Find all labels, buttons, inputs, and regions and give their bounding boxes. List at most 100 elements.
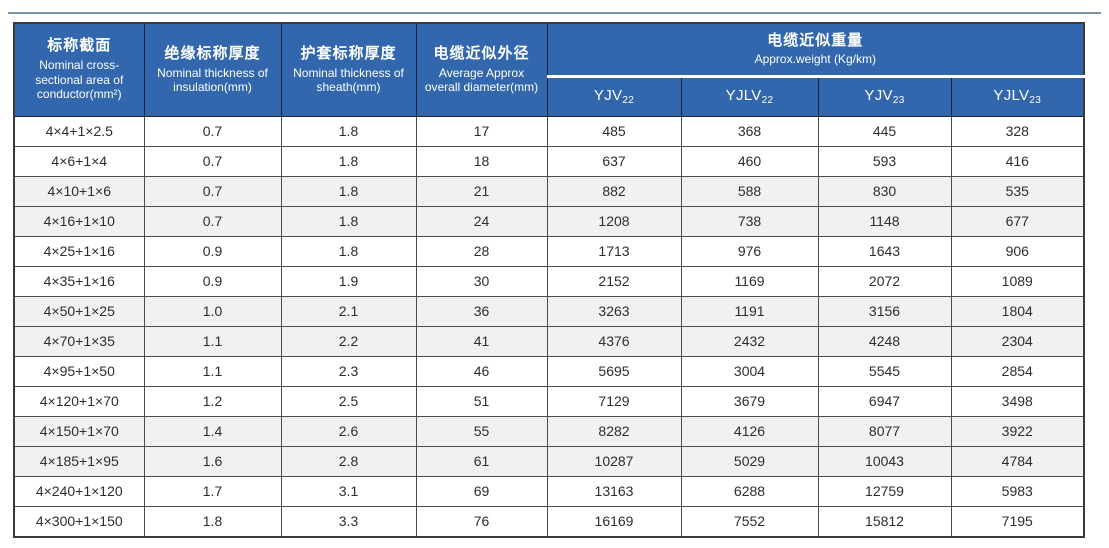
yjlv23-label: YJLV [993, 87, 1030, 104]
col-header-yjlv22: YJLV22 [680, 75, 819, 117]
spec-cell: 4×4+1×2.5 [13, 115, 145, 147]
table-row: 4×6+1×4 0.7 1.8 18 637 460 593 416 [13, 145, 1085, 177]
insulation-cell: 1.1 [143, 355, 282, 387]
spec-cell: 4×6+1×4 [13, 145, 145, 177]
spec-cell: 4×70+1×35 [13, 325, 145, 357]
col-header-sheath-thickness-en: Nominal thickness of sheath(mm) [293, 65, 404, 95]
col-header-overall-diameter-zh: 电缆近似外径 [433, 44, 530, 62]
yjlv23-cell: 3922 [950, 415, 1085, 447]
diameter-cell: 30 [415, 265, 548, 297]
yjlv22-cell: 976 [680, 235, 819, 267]
col-header-sheath-thickness: 护套标称厚度 Nominal thickness of sheath(mm) [280, 22, 417, 117]
table-body: 4×4+1×2.5 0.7 1.8 17 485 368 445 328 4×6+1×4 0.7 1… [13, 115, 1085, 537]
diameter-cell: 36 [415, 295, 548, 327]
insulation-cell: 0.9 [143, 265, 282, 297]
yjlv22-cell: 6288 [680, 475, 819, 507]
spec-cell: 4×150+1×70 [13, 415, 145, 447]
spec-cell: 4×185+1×95 [13, 445, 145, 477]
table-row: 4×120+1×70 1.2 2.5 51 7129 3679 6947 3498 [13, 385, 1085, 417]
table-row: 4×4+1×2.5 0.7 1.8 17 485 368 445 328 [13, 115, 1085, 147]
insulation-cell: 1.7 [143, 475, 282, 507]
insulation-cell: 1.0 [143, 295, 282, 327]
yjlv22-cell: 7552 [680, 505, 819, 537]
yjv22-cell: 2152 [546, 265, 682, 297]
sheath-cell: 3.3 [280, 505, 417, 537]
yjlv22-label: YJLV [725, 87, 762, 104]
table-row: 4×25+1×16 0.9 1.8 28 1713 976 1643 906 [13, 235, 1085, 267]
spec-cell: 4×50+1×25 [13, 295, 145, 327]
table-row: 4×300+1×150 1.8 3.3 76 16169 7552 15812 7195 [13, 505, 1085, 537]
yjv22-cell: 16169 [546, 505, 682, 537]
header-row-main: 标称截面 Nominal cross-sectional area of con… [13, 22, 1085, 117]
diameter-cell: 55 [415, 415, 548, 447]
yjv22-cell: 10287 [546, 445, 682, 477]
yjv23-cell: 1643 [817, 235, 952, 267]
sheath-cell: 2.1 [280, 295, 417, 327]
yjv23-cell: 3156 [817, 295, 952, 327]
insulation-cell: 0.7 [143, 145, 282, 177]
yjlv23-cell: 328 [950, 115, 1085, 147]
yjlv23-cell: 677 [950, 205, 1085, 237]
table-row: 4×16+1×10 0.7 1.8 24 1208 738 1148 677 [13, 205, 1085, 237]
table-row: 4×185+1×95 1.6 2.8 61 10287 5029 10043 4784 [13, 445, 1085, 477]
diameter-cell: 41 [415, 325, 548, 357]
yjv22-cell: 4376 [546, 325, 682, 357]
col-header-insulation-thickness: 绝缘标称厚度 Nominal thickness of insulation(m… [143, 22, 282, 117]
yjlv23-cell: 2304 [950, 325, 1085, 357]
yjv22-subscript: 22 [622, 95, 635, 106]
yjlv23-cell: 3498 [950, 385, 1085, 417]
sheath-cell: 1.8 [280, 145, 417, 177]
yjlv22-cell: 368 [680, 115, 819, 147]
yjlv23-subscript: 23 [1029, 95, 1042, 106]
sheath-cell: 2.2 [280, 325, 417, 357]
spec-cell: 4×95+1×50 [13, 355, 145, 387]
spec-cell: 4×240+1×120 [13, 475, 145, 507]
yjlv23-cell: 906 [950, 235, 1085, 267]
col-header-insulation-thickness-zh: 绝缘标称厚度 [164, 44, 261, 62]
table-row: 4×150+1×70 1.4 2.6 55 8282 4126 8077 3922 [13, 415, 1085, 447]
diameter-cell: 51 [415, 385, 548, 417]
yjlv22-cell: 1191 [680, 295, 819, 327]
yjlv22-cell: 5029 [680, 445, 819, 477]
yjv23-label: YJV [864, 87, 893, 104]
insulation-cell: 0.7 [143, 115, 282, 147]
insulation-cell: 1.6 [143, 445, 282, 477]
diameter-cell: 28 [415, 235, 548, 267]
header-row-weight-types: YJV22 YJLV22 YJV23 YJLV23 [14, 75, 1085, 117]
col-header-insulation-thickness-en: Nominal thickness of insulation(mm) [157, 65, 268, 95]
diameter-cell: 76 [415, 505, 548, 537]
yjlv22-cell: 3679 [680, 385, 819, 417]
insulation-cell: 1.1 [143, 325, 282, 357]
insulation-cell: 1.8 [143, 505, 282, 537]
diameter-cell: 18 [415, 145, 548, 177]
insulation-cell: 0.7 [143, 205, 282, 237]
cable-spec-table: 标称截面 Nominal cross-sectional area of con… [13, 22, 1086, 538]
insulation-cell: 1.4 [143, 415, 282, 447]
col-header-overall-diameter: 电缆近似外径 Average Approx overall diameter(m… [415, 22, 548, 117]
sheath-cell: 1.8 [280, 205, 417, 237]
yjlv23-cell: 7195 [950, 505, 1085, 537]
table-row: 4×95+1×50 1.1 2.3 46 5695 3004 5545 2854 [13, 355, 1085, 387]
table-row: 4×10+1×6 0.7 1.8 21 882 588 830 535 [13, 175, 1085, 207]
spec-cell: 4×25+1×16 [13, 235, 145, 267]
col-header-yjv23: YJV23 [817, 75, 952, 117]
sheath-cell: 2.3 [280, 355, 417, 387]
col-header-weight-group: 电缆近似重量 Approx.weight (Kg/km) [546, 22, 1085, 78]
spec-cell: 4×10+1×6 [13, 175, 145, 207]
yjv22-cell: 1208 [546, 205, 682, 237]
sheath-cell: 2.6 [280, 415, 417, 447]
col-header-nominal-cross-section-en: Nominal cross-sectional area of conducto… [35, 58, 124, 102]
spec-cell: 4×16+1×10 [13, 205, 145, 237]
diameter-cell: 21 [415, 175, 548, 207]
table-row: 4×70+1×35 1.1 2.2 41 4376 2432 4248 2304 [13, 325, 1085, 357]
yjv22-cell: 882 [546, 175, 682, 207]
yjv23-cell: 15812 [817, 505, 952, 537]
yjv22-cell: 13163 [546, 475, 682, 507]
sheath-cell: 1.8 [280, 115, 417, 147]
yjv22-cell: 485 [546, 115, 682, 147]
diameter-cell: 61 [415, 445, 548, 477]
yjv22-label: YJV [593, 87, 623, 104]
yjv23-cell: 593 [817, 145, 952, 177]
col-header-yjv22: YJV22 [546, 75, 682, 117]
insulation-cell: 1.2 [143, 385, 282, 417]
